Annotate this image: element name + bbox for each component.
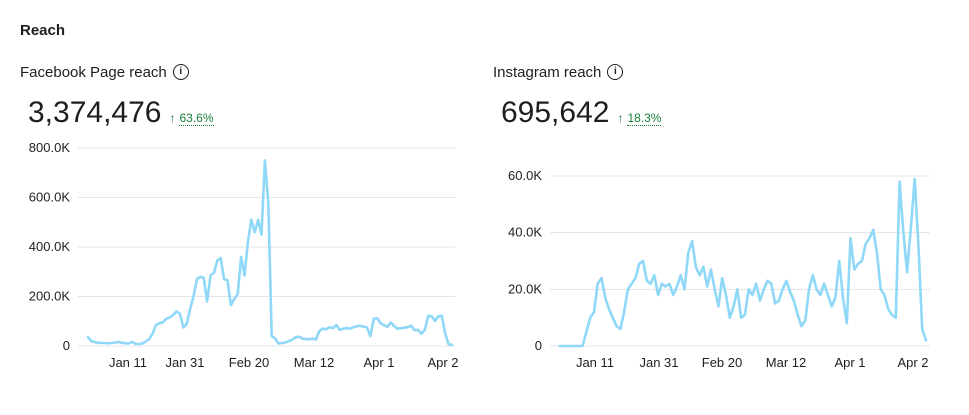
instagram-x-tick-label: Jan 11 [576, 355, 614, 370]
instagram-reach-label-text: Instagram reach [493, 63, 602, 81]
up-arrow-icon: ↑ [169, 111, 176, 125]
facebook-x-tick-label: Apr 2 [427, 355, 458, 370]
facebook-reach-change: ↑ 63.6% [169, 111, 214, 126]
facebook-reach-metric: 3,374,476 ↑ 63.6% [28, 96, 470, 130]
facebook-y-tick-label: 400.0K [29, 239, 71, 254]
instagram-reach-value: 695,642 [501, 96, 610, 129]
facebook-x-tick-label: Mar 12 [294, 355, 334, 370]
instagram-reach-label: Instagram reach i [493, 60, 953, 84]
facebook-reach-label-text: Facebook Page reach [20, 63, 167, 81]
instagram-reach-change-percent[interactable]: 18.3% [627, 111, 662, 126]
instagram-y-tick-label: 20.0K [508, 281, 542, 296]
info-icon[interactable]: i [172, 64, 189, 80]
facebook-x-tick-label: Feb 20 [229, 355, 269, 370]
instagram-x-tick-label: Jan 31 [639, 355, 678, 370]
facebook-x-tick-label: Jan 31 [165, 355, 204, 370]
section-title: Reach [20, 22, 66, 39]
facebook-x-tick-label: Apr 1 [363, 355, 394, 370]
facebook-reach-label: Facebook Page reach i [20, 60, 470, 84]
instagram-reach-metric: 695,642 ↑ 18.3% [501, 96, 953, 130]
facebook-x-tick-label: Jan 11 [109, 355, 147, 370]
up-arrow-icon: ↑ [617, 111, 624, 125]
instagram-reach-panel: Instagram reach i 695,642 ↑ 18.3% [493, 60, 953, 130]
instagram-y-tick-label: 0 [535, 338, 542, 353]
instagram-x-tick-label: Apr 2 [897, 355, 928, 370]
facebook-y-tick-label: 200.0K [29, 289, 71, 304]
instagram-y-tick-label: 40.0K [508, 225, 542, 240]
facebook-reach-change-percent[interactable]: 63.6% [179, 111, 214, 126]
facebook-reach-value: 3,374,476 [28, 96, 162, 129]
info-icon[interactable]: i [607, 64, 624, 80]
facebook-y-tick-label: 800.0K [29, 140, 71, 155]
facebook-y-tick-label: 0 [63, 338, 70, 353]
facebook-y-tick-label: 600.0K [29, 190, 71, 205]
facebook-reach-panel: Facebook Page reach i 3,374,476 ↑ 63.6% [20, 60, 470, 130]
facebook-reach-series-line [86, 159, 454, 347]
instagram-x-tick-label: Feb 20 [702, 355, 742, 370]
instagram-reach-series-line [558, 177, 928, 348]
instagram-y-tick-label: 60.0K [508, 168, 542, 183]
instagram-reach-change: ↑ 18.3% [617, 111, 662, 126]
instagram-x-tick-label: Apr 1 [834, 355, 865, 370]
instagram-x-tick-label: Mar 12 [766, 355, 806, 370]
